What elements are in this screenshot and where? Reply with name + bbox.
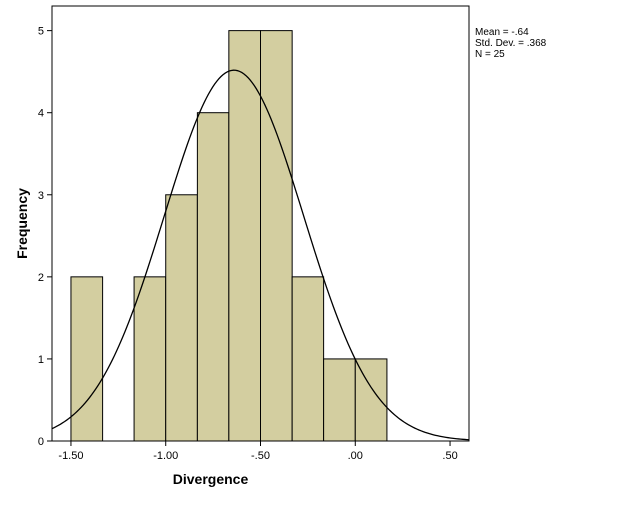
y-tick-label: 1 bbox=[38, 354, 44, 366]
histogram-bar bbox=[196, 112, 230, 442]
y-tick-label: 0 bbox=[38, 436, 44, 448]
histogram-bar bbox=[228, 30, 261, 442]
normal-curve bbox=[51, 69, 470, 441]
histogram-bar bbox=[323, 358, 356, 442]
x-tick-label: -1.50 bbox=[58, 450, 83, 462]
histogram-bar bbox=[70, 276, 104, 442]
y-tick-label: 2 bbox=[38, 272, 44, 284]
x-tick-label: .00 bbox=[348, 450, 363, 462]
y-tick-label: 5 bbox=[38, 26, 44, 38]
histogram-bar bbox=[165, 194, 198, 442]
x-axis-title: Divergence bbox=[173, 471, 249, 487]
stat-mean: Mean = -.64 bbox=[475, 27, 529, 38]
histogram-bars bbox=[70, 30, 388, 442]
y-axis-title: Frequency bbox=[14, 188, 30, 259]
y-axis: 0 1 2 3 4 5 bbox=[38, 26, 52, 448]
histogram-bar bbox=[354, 358, 388, 442]
histogram-bar bbox=[133, 276, 167, 442]
x-tick-label: -1.00 bbox=[153, 450, 178, 462]
stat-std-dev: Std. Dev. = .368 bbox=[475, 38, 547, 49]
stat-n: N = 25 bbox=[475, 49, 505, 60]
stats-box: Mean = -.64 Std. Dev. = .368 N = 25 bbox=[475, 27, 547, 60]
x-tick-label: .50 bbox=[442, 450, 457, 462]
histogram-bar bbox=[291, 276, 325, 442]
y-tick-label: 3 bbox=[38, 190, 44, 202]
x-tick-label: -.50 bbox=[251, 450, 270, 462]
histogram-bar bbox=[260, 30, 293, 442]
y-tick-label: 4 bbox=[38, 108, 44, 120]
x-axis: -1.50 -1.00 -.50 .00 .50 bbox=[58, 441, 458, 462]
